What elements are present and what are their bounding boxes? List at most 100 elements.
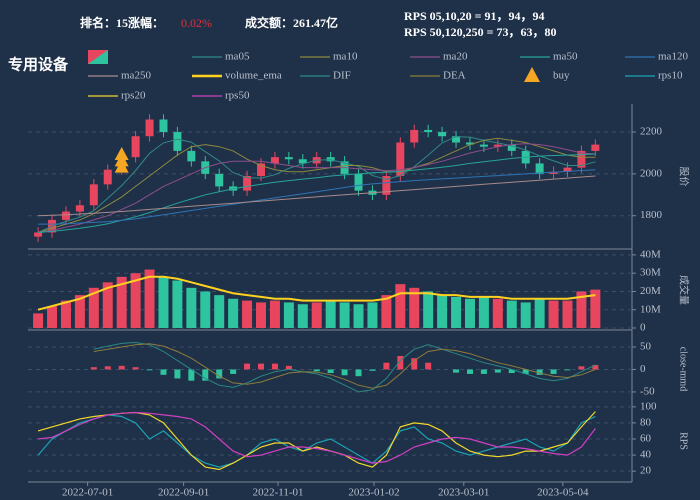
volume-bar (102, 282, 113, 328)
legend-icon (88, 50, 108, 64)
volume-bar (283, 302, 294, 328)
candle-body (535, 163, 544, 174)
rank: 排名：15 (80, 15, 128, 30)
macd-bar (425, 362, 432, 370)
legend-label: ma05 (225, 51, 250, 63)
candle-body (493, 144, 502, 147)
macd-bar (578, 366, 585, 370)
volume-bar (116, 276, 127, 328)
volume-bar (144, 269, 155, 328)
macd-bar (592, 364, 599, 370)
macd-bar (146, 369, 153, 371)
buy-marker (114, 147, 129, 161)
legend-label: rps10 (658, 70, 683, 82)
candle-body (438, 132, 447, 137)
y-tick-label: 20 (640, 465, 652, 477)
legend-label: DIF (333, 70, 351, 82)
legend-label: ma250 (121, 70, 151, 82)
x-tick-label: 2023-03-01 (438, 487, 489, 499)
candle-body (173, 132, 182, 151)
volume-bar (88, 287, 99, 328)
volume-bar (130, 273, 141, 328)
volume-bar (506, 300, 517, 328)
candle-body (479, 144, 488, 147)
candle-body (145, 119, 154, 137)
macd-bar (132, 367, 139, 370)
macd-bar (244, 363, 251, 370)
legend-label: buy (553, 70, 570, 82)
y-axis-title: 股价 (678, 167, 690, 187)
series-line (93, 343, 596, 389)
volume-bar (60, 300, 71, 328)
macd-bar (118, 365, 125, 370)
macd-bar (355, 369, 362, 377)
volume-bar (200, 291, 211, 328)
legend-label: volume_ema (225, 70, 282, 82)
y-tick-label: 2200 (640, 126, 663, 138)
sector: 专用设备 (8, 55, 69, 73)
y-axis-title: close-mmd (678, 347, 689, 391)
candle-body (270, 157, 279, 164)
macd-bar (536, 369, 543, 375)
volume-bar (492, 298, 503, 328)
x-tick-label: 2022-11-01 (253, 487, 304, 499)
change: 0.02% (181, 16, 212, 30)
candle-body (159, 119, 168, 133)
legend-label: ma120 (658, 51, 688, 63)
macd-bar (453, 369, 460, 373)
volume-bar (576, 291, 587, 328)
legend-label: rps50 (225, 90, 250, 102)
macd-bar (341, 369, 348, 376)
candle-body (354, 173, 363, 191)
macd-bar (160, 369, 167, 375)
macd-bar (188, 369, 195, 381)
volume-bar (451, 296, 462, 328)
volume-bar (339, 302, 350, 328)
volume-bar (269, 300, 280, 328)
volume-bar (590, 289, 601, 328)
rps-long: RPS 50,120,250 = 73，63，80 (404, 25, 557, 39)
macd-bar (327, 369, 334, 374)
volume-bar (464, 298, 475, 328)
macd-bar (230, 369, 237, 374)
y-tick-label: 40 (640, 449, 652, 461)
volume-bar (228, 298, 239, 328)
volume-bar (534, 298, 545, 328)
macd-bar (508, 369, 515, 374)
volume-bar (367, 302, 378, 328)
volume-bar (437, 295, 448, 328)
volume-bar (172, 280, 183, 328)
volume-bar (74, 295, 85, 328)
candle-body (507, 144, 516, 151)
y-tick-label: 20M (640, 285, 661, 297)
series-line (38, 411, 596, 464)
series-line (38, 153, 596, 233)
candle-body (215, 173, 224, 187)
series-line (37, 275, 596, 311)
macd-bar (104, 366, 111, 370)
series-line (38, 143, 596, 233)
macd-bar (174, 369, 181, 379)
macd-bar (202, 369, 209, 381)
series-line (37, 414, 596, 468)
rps-short: RPS 05,10,20 = 91，94，94 (404, 9, 545, 23)
y-tick-label: 0 (640, 322, 646, 334)
candle-body (284, 157, 293, 160)
y-tick-label: 100 (640, 400, 657, 412)
candle-body (243, 175, 252, 191)
macd-bar (216, 369, 223, 379)
candle-body (465, 142, 474, 145)
candle-body (452, 136, 461, 143)
x-tick-label: 2023-05-04 (537, 487, 589, 499)
y-tick-label: 10M (640, 303, 661, 315)
macd-bar (480, 369, 487, 374)
candle-body (34, 232, 43, 237)
volume-bar (214, 295, 225, 328)
macd-bar (550, 369, 557, 374)
candle-body (103, 169, 112, 185)
candle-body (382, 175, 391, 195)
volume-bar (562, 300, 573, 328)
x-tick-label: 2023-01-02 (348, 487, 399, 499)
macd-bar (466, 369, 473, 374)
